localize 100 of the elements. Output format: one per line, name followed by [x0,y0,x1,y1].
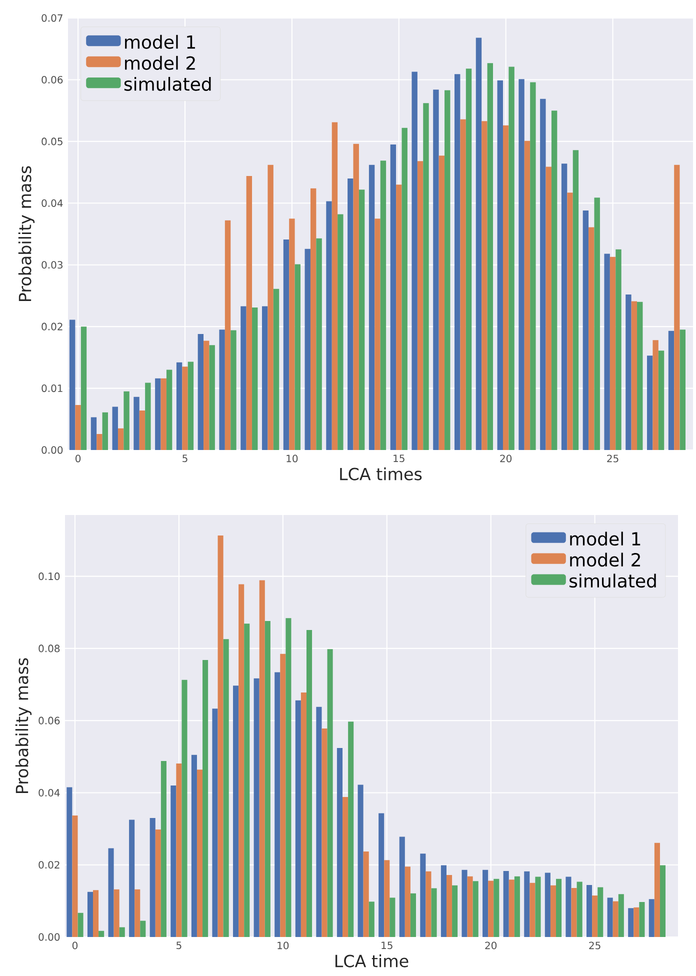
bar [518,79,524,450]
bar [358,190,365,450]
bar [374,218,380,450]
y-tick-label: 0.06 [42,76,63,84]
bar [289,218,295,450]
bar [155,830,161,937]
bar [268,164,274,450]
bar [348,722,354,937]
bar [112,406,118,450]
bar [488,880,494,937]
y-tick-label: 0.05 [42,138,62,146]
bar [423,103,429,450]
legend-label: model 1 [570,532,640,546]
bar [140,920,146,937]
bar [363,852,369,937]
bar [647,356,653,450]
bar [160,760,166,937]
bar [294,264,300,450]
bar [150,818,156,937]
bar [87,892,93,937]
x-tick-label: 15 [394,454,404,462]
bar [508,880,514,937]
bar [198,334,204,450]
y-axis-title: Probability mass [15,658,32,793]
bar [254,678,260,937]
bar [466,68,472,450]
y-tick-label: 0.10 [38,572,60,580]
y-tick-label: 0.04 [42,199,63,207]
bar [238,584,244,937]
bar [660,865,666,937]
bar [462,870,468,937]
bar [420,854,426,937]
bar [546,166,552,450]
y-tick-label: 0.07 [42,14,62,22]
x-tick-label: 5 [176,942,182,950]
bar [246,176,252,450]
bar [514,876,520,937]
bar [618,894,624,937]
bar [98,930,104,937]
bar [93,890,99,937]
legend-label: model 1 [125,34,195,49]
bar [75,404,81,450]
bar [404,866,410,937]
x-tick-label: 25 [607,454,618,462]
bar [550,885,556,937]
bar [259,580,265,937]
bar [567,192,573,450]
bar [399,836,405,937]
bar [295,700,301,937]
bar [219,330,225,450]
bar [304,248,310,450]
bar [576,882,582,937]
bar [566,876,572,937]
bar [119,927,125,937]
bar [286,618,292,937]
x-tick-label: 20 [485,942,497,950]
bar [223,639,229,937]
bar [417,161,424,450]
bar [218,536,224,937]
bar [476,38,482,450]
y-tick-label: 0.03 [42,261,62,269]
bar [586,885,592,937]
bar [572,150,579,450]
x-axis-title: LCA times [340,467,422,480]
bar [612,901,618,937]
bar [108,848,114,937]
bar [628,908,634,937]
bar [561,164,568,450]
bar [637,302,643,450]
bar [544,872,550,937]
bar [145,382,151,450]
bar [487,63,494,450]
bar [191,754,197,937]
bar [438,156,445,450]
bar [440,865,446,937]
bar [134,889,140,937]
bar [66,787,72,937]
bar [433,90,439,450]
bar [654,842,660,937]
bar [467,876,473,937]
y-tick-label: 0.08 [38,644,60,652]
bar [230,330,236,450]
bar [524,140,530,450]
legend-label: simulated [124,76,211,91]
bar [262,306,268,450]
bar [607,898,613,937]
bar [412,72,418,450]
bar [384,860,390,937]
bar [598,887,604,937]
bar [274,672,280,937]
bar [648,899,654,937]
bar [170,786,176,937]
y-tick-label: 0.01 [42,384,62,392]
y-tick-label: 0.00 [42,446,63,454]
bar [639,902,645,937]
bar [353,144,359,450]
bar [348,178,354,450]
x-tick-label: 5 [182,454,188,462]
bar [508,66,514,450]
bar [166,370,172,450]
